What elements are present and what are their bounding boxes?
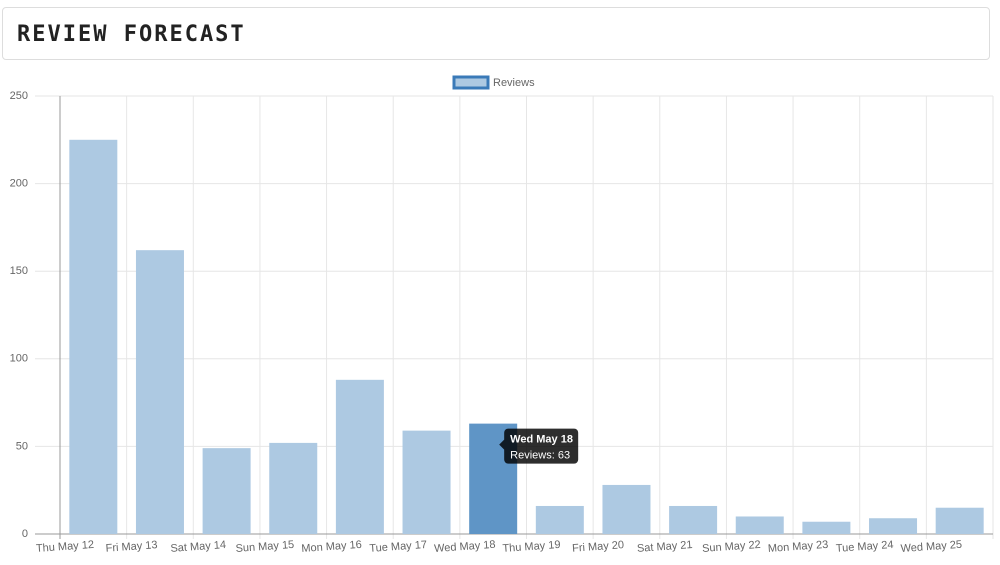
tooltip: Wed May 18 Reviews: 63: [499, 428, 579, 464]
y-tick-label: 0: [22, 528, 28, 540]
x-tick-label: Sat May 14: [170, 539, 226, 555]
x-tick-label: Mon May 16: [301, 539, 362, 555]
x-tick-label: Fri May 20: [572, 539, 625, 555]
x-tick-label: Sat May 21: [637, 539, 693, 555]
bar: [735, 516, 784, 534]
bar: [269, 442, 318, 534]
x-tick-label: Wed May 18: [434, 539, 496, 555]
tooltip-box: [499, 428, 579, 464]
legend-label: Reviews: [493, 77, 535, 89]
bar: [335, 379, 384, 534]
bar: [135, 250, 184, 534]
bar: [802, 521, 851, 534]
x-tick-label: Thu May 19: [502, 539, 561, 555]
y-tick-label: 200: [10, 178, 28, 190]
x-tick-label: Wed May 25: [900, 539, 962, 555]
y-tick-label: 150: [10, 265, 28, 277]
x-tick-label: Thu May 12: [36, 539, 95, 555]
bar: [202, 448, 251, 534]
bar: [935, 507, 984, 534]
legend-swatch: [452, 75, 490, 90]
x-tick-label: Tue May 17: [369, 539, 427, 555]
x-tick-label: Fri May 13: [105, 539, 158, 555]
bar: [69, 139, 118, 535]
y-tick-label: 50: [16, 440, 28, 452]
tooltip-title: Wed May 18: [510, 434, 573, 446]
y-tick-label: 100: [10, 353, 28, 365]
x-tick-label: Mon May 23: [767, 539, 828, 555]
x-tick-label: Sun May 15: [235, 539, 294, 555]
bar: [402, 430, 451, 534]
y-tick-label: 250: [10, 90, 28, 102]
bar: [535, 505, 584, 534]
x-tick-label: Sun May 22: [702, 539, 761, 555]
chart-title: REVIEW FORECAST: [17, 22, 246, 47]
bar: [669, 505, 718, 534]
x-tick-label: Tue May 24: [836, 539, 894, 555]
header: REVIEW FORECAST: [2, 7, 990, 60]
bar: [869, 518, 918, 534]
bar: [602, 484, 651, 534]
tooltip-text: Reviews: 63: [510, 450, 570, 462]
